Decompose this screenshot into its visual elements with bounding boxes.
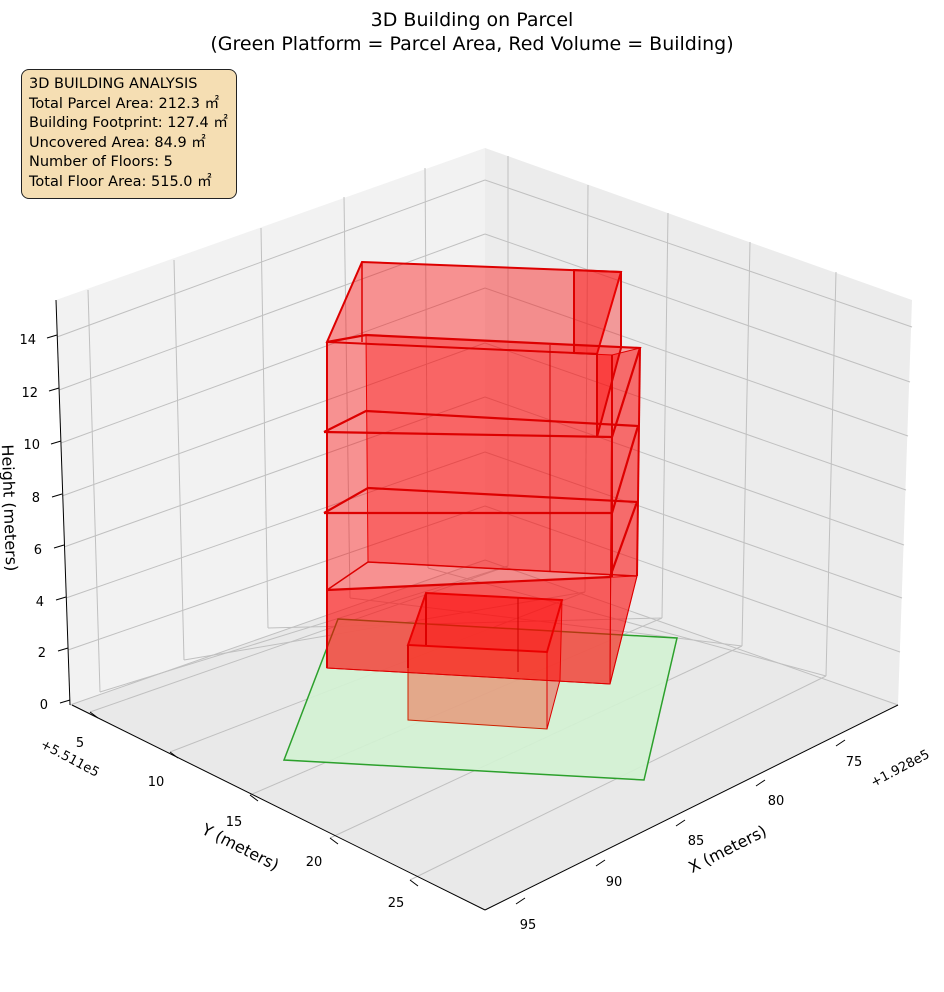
grid-right-x: [584, 184, 589, 593]
y-tick-label: 15: [226, 815, 243, 830]
grid-right-z: [484, 233, 911, 383]
info-line-parcel-area: Total Parcel Area: 212.3 ㎡: [29, 95, 220, 112]
z-tick-label: 2: [38, 646, 46, 661]
chart-title: 3D Building on Parcel: [371, 9, 574, 31]
grid-right-z: [484, 505, 901, 653]
axis-lines: [55, 299, 899, 911]
info-line-uncovered: Uncovered Area: 84.9 ㎡: [29, 134, 206, 151]
z-tick-label: 12: [21, 386, 38, 401]
grid-left-y: [260, 227, 269, 629]
info-line-floor-area: Total Floor Area: 515.0 ㎡: [29, 173, 212, 190]
info-line-heading: 3D BUILDING ANALYSIS: [29, 76, 198, 92]
grid-left-z: [58, 233, 486, 391]
chart-subtitle: (Green Platform = Parcel Area, Red Volum…: [210, 33, 733, 55]
grid-right-x: [741, 241, 751, 647]
grid-left-z: [65, 451, 486, 599]
y-tick-label: 10: [148, 775, 165, 790]
x-axis-label: X (meters): [685, 821, 769, 877]
z-tick-label: 0: [40, 698, 48, 713]
x-tick-label: 80: [768, 794, 785, 809]
grid-lines: [56, 156, 913, 881]
x-offset-label: +1.928e5: [868, 747, 932, 790]
z-tick-label: 8: [32, 491, 40, 506]
grid-left-z: [63, 396, 486, 548]
z-tick-label: 6: [34, 543, 42, 558]
grid-floor: [99, 565, 509, 693]
grid-right-x: [661, 212, 669, 619]
grid-floor: [427, 567, 827, 677]
z-tick-label: 4: [36, 595, 44, 610]
floor-edge: [326, 561, 638, 591]
x-tick-label: 75: [846, 755, 863, 770]
x-axis-line: [484, 704, 899, 911]
z-tick-label: 10: [23, 438, 40, 453]
pane-left: [56, 148, 485, 705]
grid-right-z: [484, 179, 913, 328]
analysis-info-box: 3D BUILDING ANALYSIS Total Parcel Area: …: [21, 69, 237, 199]
pane-right: [485, 148, 912, 705]
z-tick-label: 14: [19, 333, 36, 348]
grid-floor: [267, 617, 663, 629]
y-tick-label: 25: [388, 896, 405, 911]
grid-left-z: [61, 342, 486, 497]
grid-left-y: [343, 196, 351, 599]
building-face: [546, 599, 563, 730]
z-ticks: 0 2 4 6 8 10 12 14: [19, 333, 71, 713]
z-axis-line: [55, 299, 71, 706]
grid-left-z: [69, 559, 486, 706]
grid-right-z: [484, 342, 907, 491]
grid-floor: [89, 565, 509, 713]
grid-left-z: [67, 505, 486, 651]
building-edge: [636, 347, 641, 577]
info-line-floors: Number of Floors: 5: [29, 154, 173, 171]
y-tick-label: 20: [306, 855, 323, 870]
x-tick-label: 85: [688, 834, 705, 849]
x-tick-label: 90: [606, 875, 623, 890]
grid-right-z: [484, 287, 909, 437]
x-tick-label: 95: [520, 918, 537, 933]
z-axis-label: Height (meters): [0, 444, 21, 572]
building-volume: [323, 260, 642, 730]
info-line-footprint: Building Footprint: 127.4 ㎡: [29, 115, 228, 132]
grid-left-y: [424, 167, 429, 569]
grid-right-x: [825, 271, 837, 677]
grid-left-y: [87, 289, 101, 693]
y-axis-line: [71, 704, 486, 911]
grid-left-z: [60, 287, 486, 444]
grid-right-z: [484, 451, 903, 599]
grid-left-z: [56, 179, 486, 338]
grid-right-z: [484, 559, 899, 706]
parcel-platform: [282, 618, 678, 781]
grid-left-y: [173, 259, 185, 661]
y-tick-label: 5: [76, 736, 84, 751]
y-offset-label: +5.511e5: [38, 737, 102, 780]
